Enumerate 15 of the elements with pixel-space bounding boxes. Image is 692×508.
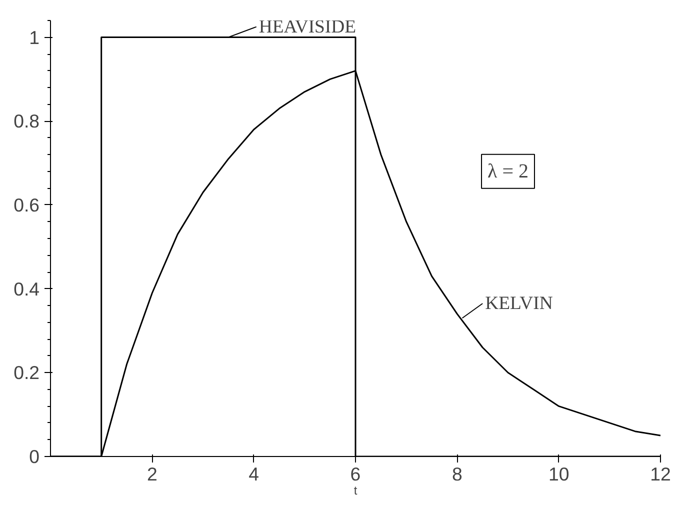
x-axis-title: t bbox=[354, 484, 358, 498]
x-tick-label: 6 bbox=[350, 464, 361, 484]
x-tick-label: 2 bbox=[146, 464, 158, 484]
y-tick-label: 0.6 bbox=[14, 194, 40, 216]
x-tick-label: 10 bbox=[548, 464, 570, 484]
y-tick-label: 0 bbox=[29, 446, 40, 467]
y-tick-label: 0.4 bbox=[14, 278, 40, 300]
legend-label: KELVIN bbox=[485, 292, 554, 314]
x-tick-label: 12 bbox=[650, 464, 671, 484]
x-tick-label: 4 bbox=[248, 464, 260, 484]
y-tick-label: 0.8 bbox=[14, 110, 40, 132]
y-tick-label: 0.2 bbox=[14, 362, 40, 384]
x-tick-label: 8 bbox=[452, 464, 462, 484]
y-tick-label: 1 bbox=[29, 26, 40, 48]
annotation: λ = 2 bbox=[488, 160, 528, 182]
